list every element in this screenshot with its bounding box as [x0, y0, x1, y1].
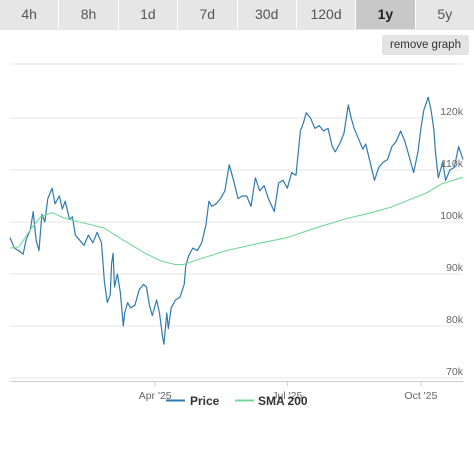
y-tick-label: 70k [446, 366, 464, 378]
legend-item-sma-200[interactable]: SMA 200 [235, 394, 308, 408]
legend-label: SMA 200 [258, 394, 308, 408]
y-tick-label: 110k [441, 158, 464, 170]
tab-4h[interactable]: 4h [0, 0, 60, 29]
y-tick-label: 80k [446, 314, 464, 326]
timeframe-tab-bar: 4h 8h 1d 7d 30d 120d 1y 5y [0, 0, 474, 30]
tab-7d[interactable]: 7d [178, 0, 238, 29]
x-tick-label: Apr '25 [139, 390, 172, 402]
series-line-sma-200 [9, 176, 464, 266]
tab-8h[interactable]: 8h [59, 0, 119, 29]
legend-item-price[interactable]: Price [166, 394, 220, 408]
y-tick-label: 90k [446, 262, 464, 274]
y-tick-label: 120k [440, 106, 464, 118]
tab-120d[interactable]: 120d [297, 0, 357, 29]
tab-5y[interactable]: 5y [437, 6, 453, 22]
remove-graph-button[interactable]: remove graph [382, 35, 469, 55]
series-lines [9, 96, 464, 345]
y-tick-label: 100k [440, 210, 464, 222]
grid-lines [10, 63, 463, 382]
legend-label: Price [190, 394, 220, 408]
x-tick-label: Oct '25 [404, 390, 437, 402]
tab-30d[interactable]: 30d [238, 0, 297, 29]
tab-1d[interactable]: 1d [119, 0, 179, 29]
series-line-price [9, 96, 464, 345]
x-tick-label: Jul '25 [272, 390, 302, 402]
legend: Price SMA 200 [166, 394, 308, 408]
x-axis-ticks: Apr '25 Jul '25 Oct '25 [139, 381, 438, 402]
tab-1y[interactable]: 1y [356, 0, 416, 29]
y-axis-ticks: 120k 110k 100k 90k 80k 70k [440, 106, 464, 378]
